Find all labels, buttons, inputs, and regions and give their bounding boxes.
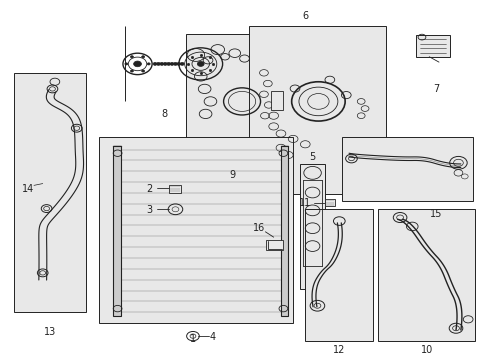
Circle shape [156,63,160,65]
Circle shape [173,63,177,65]
Text: 7: 7 [432,84,439,94]
Circle shape [142,56,144,58]
Circle shape [153,63,157,65]
Circle shape [124,63,127,65]
Text: 9: 9 [229,170,235,180]
Circle shape [163,63,167,65]
Text: 14: 14 [22,184,34,194]
Circle shape [130,70,133,72]
Circle shape [166,63,170,65]
FancyBboxPatch shape [113,146,120,316]
Circle shape [177,63,181,65]
Circle shape [133,61,141,67]
Text: 3: 3 [146,205,152,215]
Bar [341,137,472,202]
Text: 1: 1 [190,334,196,344]
Circle shape [180,63,184,65]
Circle shape [160,63,163,65]
Circle shape [142,70,144,72]
Text: 16: 16 [252,223,264,233]
FancyBboxPatch shape [271,91,283,111]
Bar [99,137,292,323]
FancyBboxPatch shape [324,199,335,206]
Bar [300,164,324,289]
FancyBboxPatch shape [281,146,287,316]
Circle shape [130,56,133,58]
Text: 4: 4 [209,332,216,342]
Circle shape [170,63,174,65]
Text: 12: 12 [332,345,345,355]
Circle shape [147,63,150,65]
Bar [186,33,278,162]
Text: 2: 2 [146,184,152,194]
Text: 6: 6 [302,11,308,21]
Text: 15: 15 [429,209,442,219]
Text: 11: 11 [299,198,311,208]
Circle shape [197,62,203,66]
Bar [14,73,86,312]
Bar [249,26,385,194]
FancyBboxPatch shape [266,240,283,249]
Text: 5: 5 [309,152,315,162]
Bar [377,208,474,341]
Text: 10: 10 [420,345,432,355]
FancyBboxPatch shape [169,185,181,193]
Text: 13: 13 [44,327,56,337]
Bar [305,208,372,341]
Text: 8: 8 [161,109,167,119]
FancyBboxPatch shape [415,35,449,58]
